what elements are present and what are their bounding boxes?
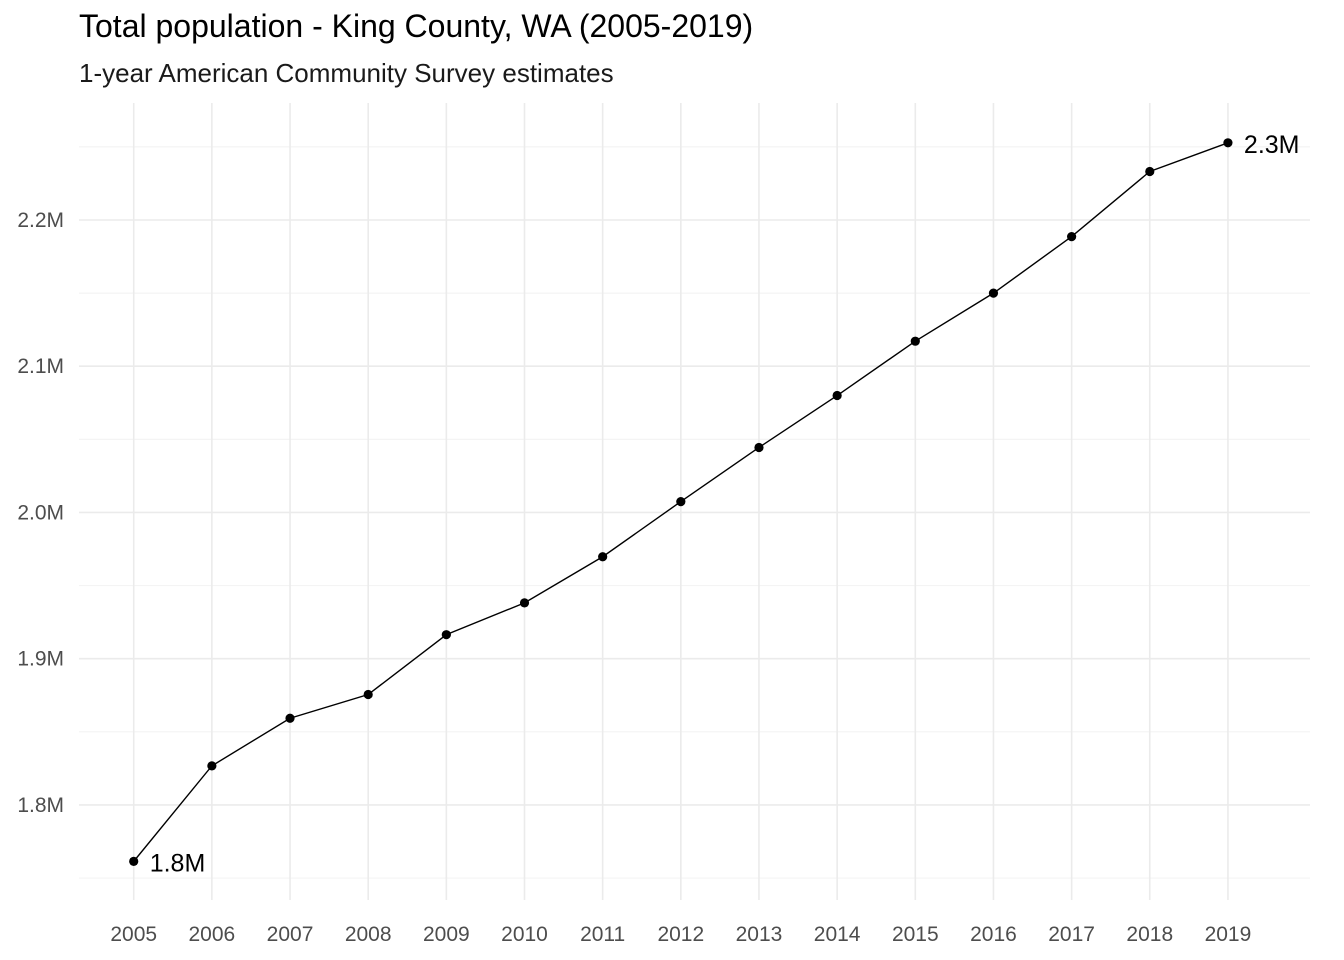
y-axis-tick-labels: 1.8M 1.9M 2.0M 2.1M 2.2M — [17, 209, 64, 817]
x-tick-label: 2008 — [345, 923, 392, 946]
x-tick-label: 2007 — [267, 923, 314, 946]
data-point — [988, 288, 999, 298]
data-point — [207, 761, 217, 771]
data-point — [519, 598, 530, 608]
y-tick-label: 1.9M — [17, 648, 64, 671]
grid-minor — [79, 146, 1310, 879]
x-tick-label: 2006 — [189, 923, 236, 946]
x-tick-label: 2013 — [736, 923, 783, 946]
points-group — [129, 138, 1233, 866]
x-tick-label: 2017 — [1048, 923, 1095, 946]
data-point — [285, 713, 295, 723]
x-tick-label: 2015 — [892, 923, 939, 946]
chart-title: Total population - King County, WA (2005… — [79, 8, 754, 44]
data-label: 1.8M — [150, 849, 206, 877]
x-tick-label: 2019 — [1205, 923, 1252, 946]
y-tick-label: 2.2M — [17, 209, 64, 232]
data-point — [363, 689, 373, 700]
y-tick-label: 2.0M — [17, 501, 64, 524]
x-axis-tick-labels: 2005 2006 2007 2008 2009 2010 2011 2012 2013 2014… — [110, 923, 1251, 946]
y-tick-label: 2.1M — [17, 355, 64, 378]
x-tick-label: 2012 — [657, 923, 704, 946]
data-point — [441, 630, 451, 640]
data-label: 2.3M — [1244, 131, 1300, 159]
x-tick-label: 2009 — [423, 923, 470, 946]
data-point — [910, 336, 920, 346]
chart-subtitle: 1-year American Community Survey estimat… — [79, 58, 614, 88]
data-point — [676, 496, 686, 507]
data-point — [1223, 138, 1233, 148]
data-point — [832, 390, 842, 401]
grid-major — [79, 103, 1310, 900]
data-point — [1067, 231, 1077, 242]
data-point — [1145, 166, 1155, 177]
data-point — [598, 552, 608, 562]
x-tick-label: 2016 — [970, 923, 1017, 946]
data-point — [754, 442, 764, 453]
x-tick-label: 2011 — [580, 923, 625, 946]
x-tick-label: 2010 — [501, 923, 548, 946]
x-tick-label: 2005 — [110, 923, 157, 946]
data-labels: 1.8M 2.3M — [150, 131, 1300, 878]
x-tick-label: 2014 — [814, 923, 861, 946]
x-tick-label: 2018 — [1126, 923, 1173, 946]
data-point — [129, 856, 139, 866]
y-tick-label: 1.8M — [17, 794, 64, 817]
